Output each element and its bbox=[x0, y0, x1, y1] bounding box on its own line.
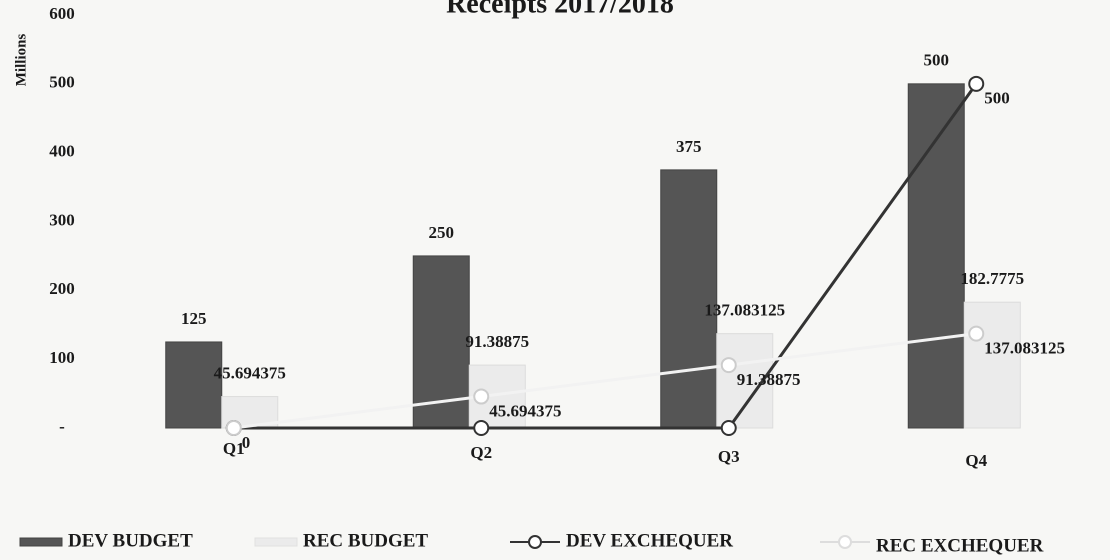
bar-value-label: 45.694375 bbox=[214, 363, 286, 382]
line bbox=[233, 332, 977, 430]
bar-value-label: 250 bbox=[429, 223, 455, 242]
bar-value-label: 375 bbox=[676, 137, 702, 156]
x-tick-label: Q1 bbox=[223, 439, 245, 458]
y-tick-label: 100 bbox=[49, 348, 75, 367]
y-tick-label: 600 bbox=[49, 4, 75, 23]
bar-value-label: 182.7775 bbox=[960, 269, 1024, 288]
bar-value-label: 125 bbox=[181, 309, 207, 328]
bar bbox=[716, 333, 774, 429]
line-marker bbox=[968, 75, 985, 92]
line-marker bbox=[720, 357, 737, 374]
line-marker bbox=[968, 325, 985, 342]
line-value-label: 45.694375 bbox=[489, 401, 561, 420]
bar bbox=[660, 169, 718, 429]
bar bbox=[468, 364, 526, 429]
line-marker bbox=[473, 388, 490, 405]
bar bbox=[907, 83, 965, 429]
y-tick-label: - bbox=[59, 417, 65, 436]
legend-label: DEV EXCHEQUER bbox=[566, 530, 733, 551]
chart-title: Receipts 2017/2018 bbox=[446, 0, 674, 19]
bar-value-label: 500 bbox=[924, 51, 950, 70]
x-tick-label: Q3 bbox=[718, 447, 740, 466]
bar bbox=[963, 301, 1021, 429]
line bbox=[233, 82, 978, 430]
bar-value-label: 137.083125 bbox=[704, 301, 785, 320]
legend-swatch bbox=[254, 537, 298, 547]
x-tick-label: Q4 bbox=[965, 451, 987, 470]
legend-swatch bbox=[19, 537, 63, 547]
x-tick-label: Q2 bbox=[470, 443, 492, 462]
line-marker bbox=[225, 420, 242, 436]
legend-swatch bbox=[528, 535, 542, 549]
line-value-label: 91.38875 bbox=[737, 370, 801, 389]
line-value-label: 0 bbox=[242, 433, 251, 452]
y-tick-label: 200 bbox=[49, 279, 75, 298]
y-tick-label: 400 bbox=[49, 142, 75, 161]
line-value-label: 500 bbox=[984, 89, 1010, 108]
bar-value-label: 91.38875 bbox=[465, 332, 529, 351]
legend-swatch bbox=[838, 535, 852, 549]
legend-label: DEV BUDGET bbox=[68, 530, 193, 551]
line-marker bbox=[473, 420, 490, 436]
y-axis-label: Millions bbox=[13, 34, 29, 87]
legend-label: REC EXCHEQUER bbox=[876, 535, 1044, 556]
line-value-label: 137.083125 bbox=[984, 339, 1065, 358]
bar bbox=[165, 341, 223, 429]
y-tick-label: 500 bbox=[49, 73, 75, 92]
line-marker bbox=[720, 420, 737, 436]
y-tick-label: 300 bbox=[49, 210, 75, 229]
legend-label: REC BUDGET bbox=[303, 530, 428, 551]
